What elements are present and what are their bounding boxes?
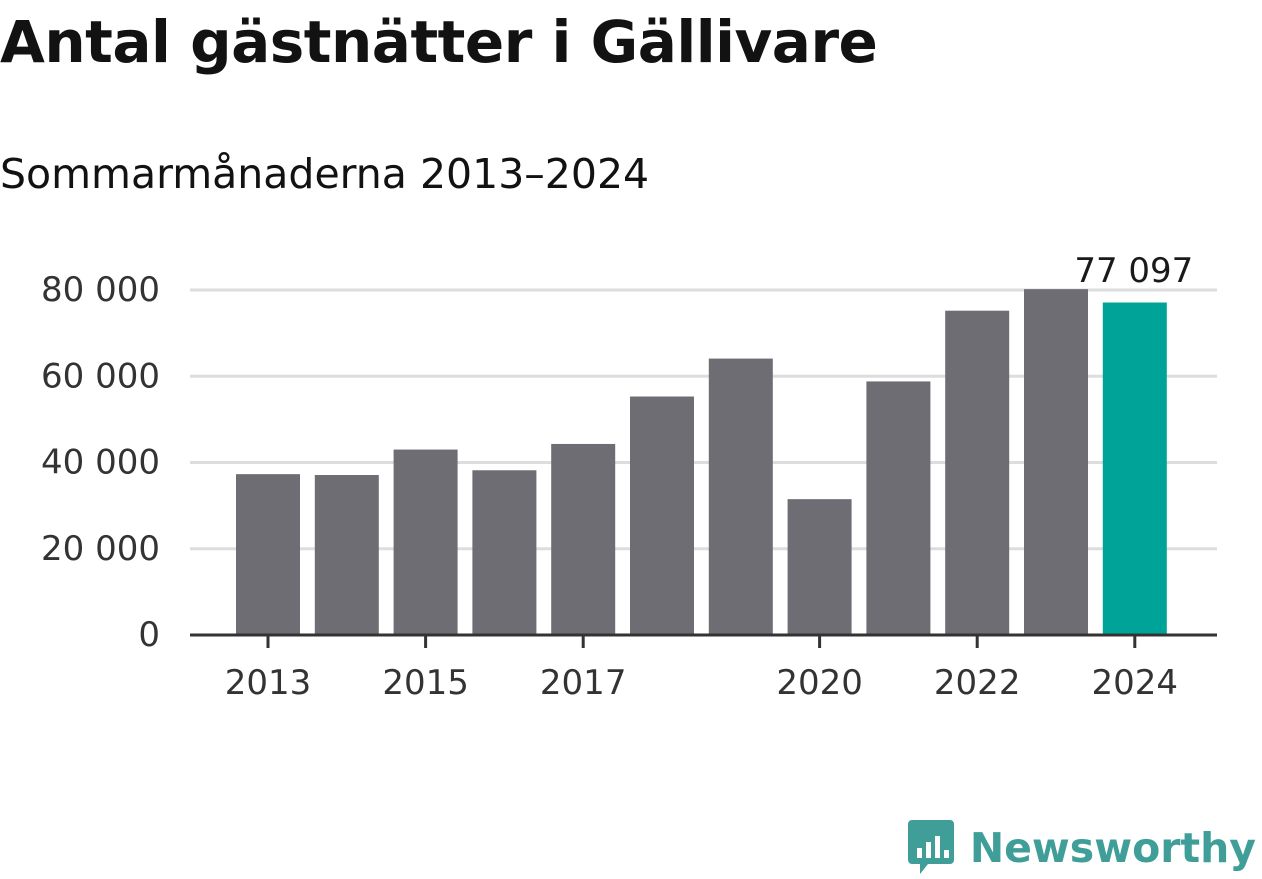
newsworthy-logo-icon: [907, 820, 954, 874]
bar-2015: [393, 449, 458, 635]
bar-2023: [1024, 289, 1088, 635]
y-tick-label: 80 000: [41, 270, 160, 310]
bar-2017: [551, 443, 616, 635]
bar-2024: [1102, 302, 1167, 635]
brand-logo: Newsworthy: [906, 818, 1256, 878]
y-tick-label: 20 000: [41, 529, 160, 569]
bars: [236, 289, 1167, 635]
x-tick-label: 2020: [776, 663, 863, 703]
bar-2019: [708, 358, 773, 635]
data-label: 77 097: [1074, 251, 1193, 291]
labels: 0 20 000 40 000 60 000 80 000 2013 2015 2017 202…: [41, 251, 1193, 703]
x-tick-label: 2015: [382, 663, 469, 703]
x-tick-label: 2017: [540, 663, 627, 703]
chart-title: Antal gästnätter i Gällivare: [0, 8, 878, 76]
y-tick-label: 0: [138, 615, 160, 655]
x-tick-label: 2022: [934, 663, 1021, 703]
brand-name: Newsworthy: [969, 824, 1256, 872]
x-tick-label: 2013: [225, 663, 312, 703]
axes: [190, 633, 1217, 648]
bar-2022: [945, 310, 1010, 635]
y-tick-label: 60 000: [41, 356, 160, 396]
y-tick-label: 40 000: [41, 443, 160, 483]
bar-2014: [314, 475, 379, 635]
bar-2013: [236, 474, 300, 635]
bar-2020: [787, 499, 852, 635]
bar-2016: [472, 470, 537, 635]
bar-2018: [630, 396, 694, 635]
bar-2021: [866, 381, 931, 635]
x-tick-label: 2024: [1092, 663, 1179, 703]
chart-subtitle: Sommarmånaderna 2013–2024: [0, 150, 650, 198]
